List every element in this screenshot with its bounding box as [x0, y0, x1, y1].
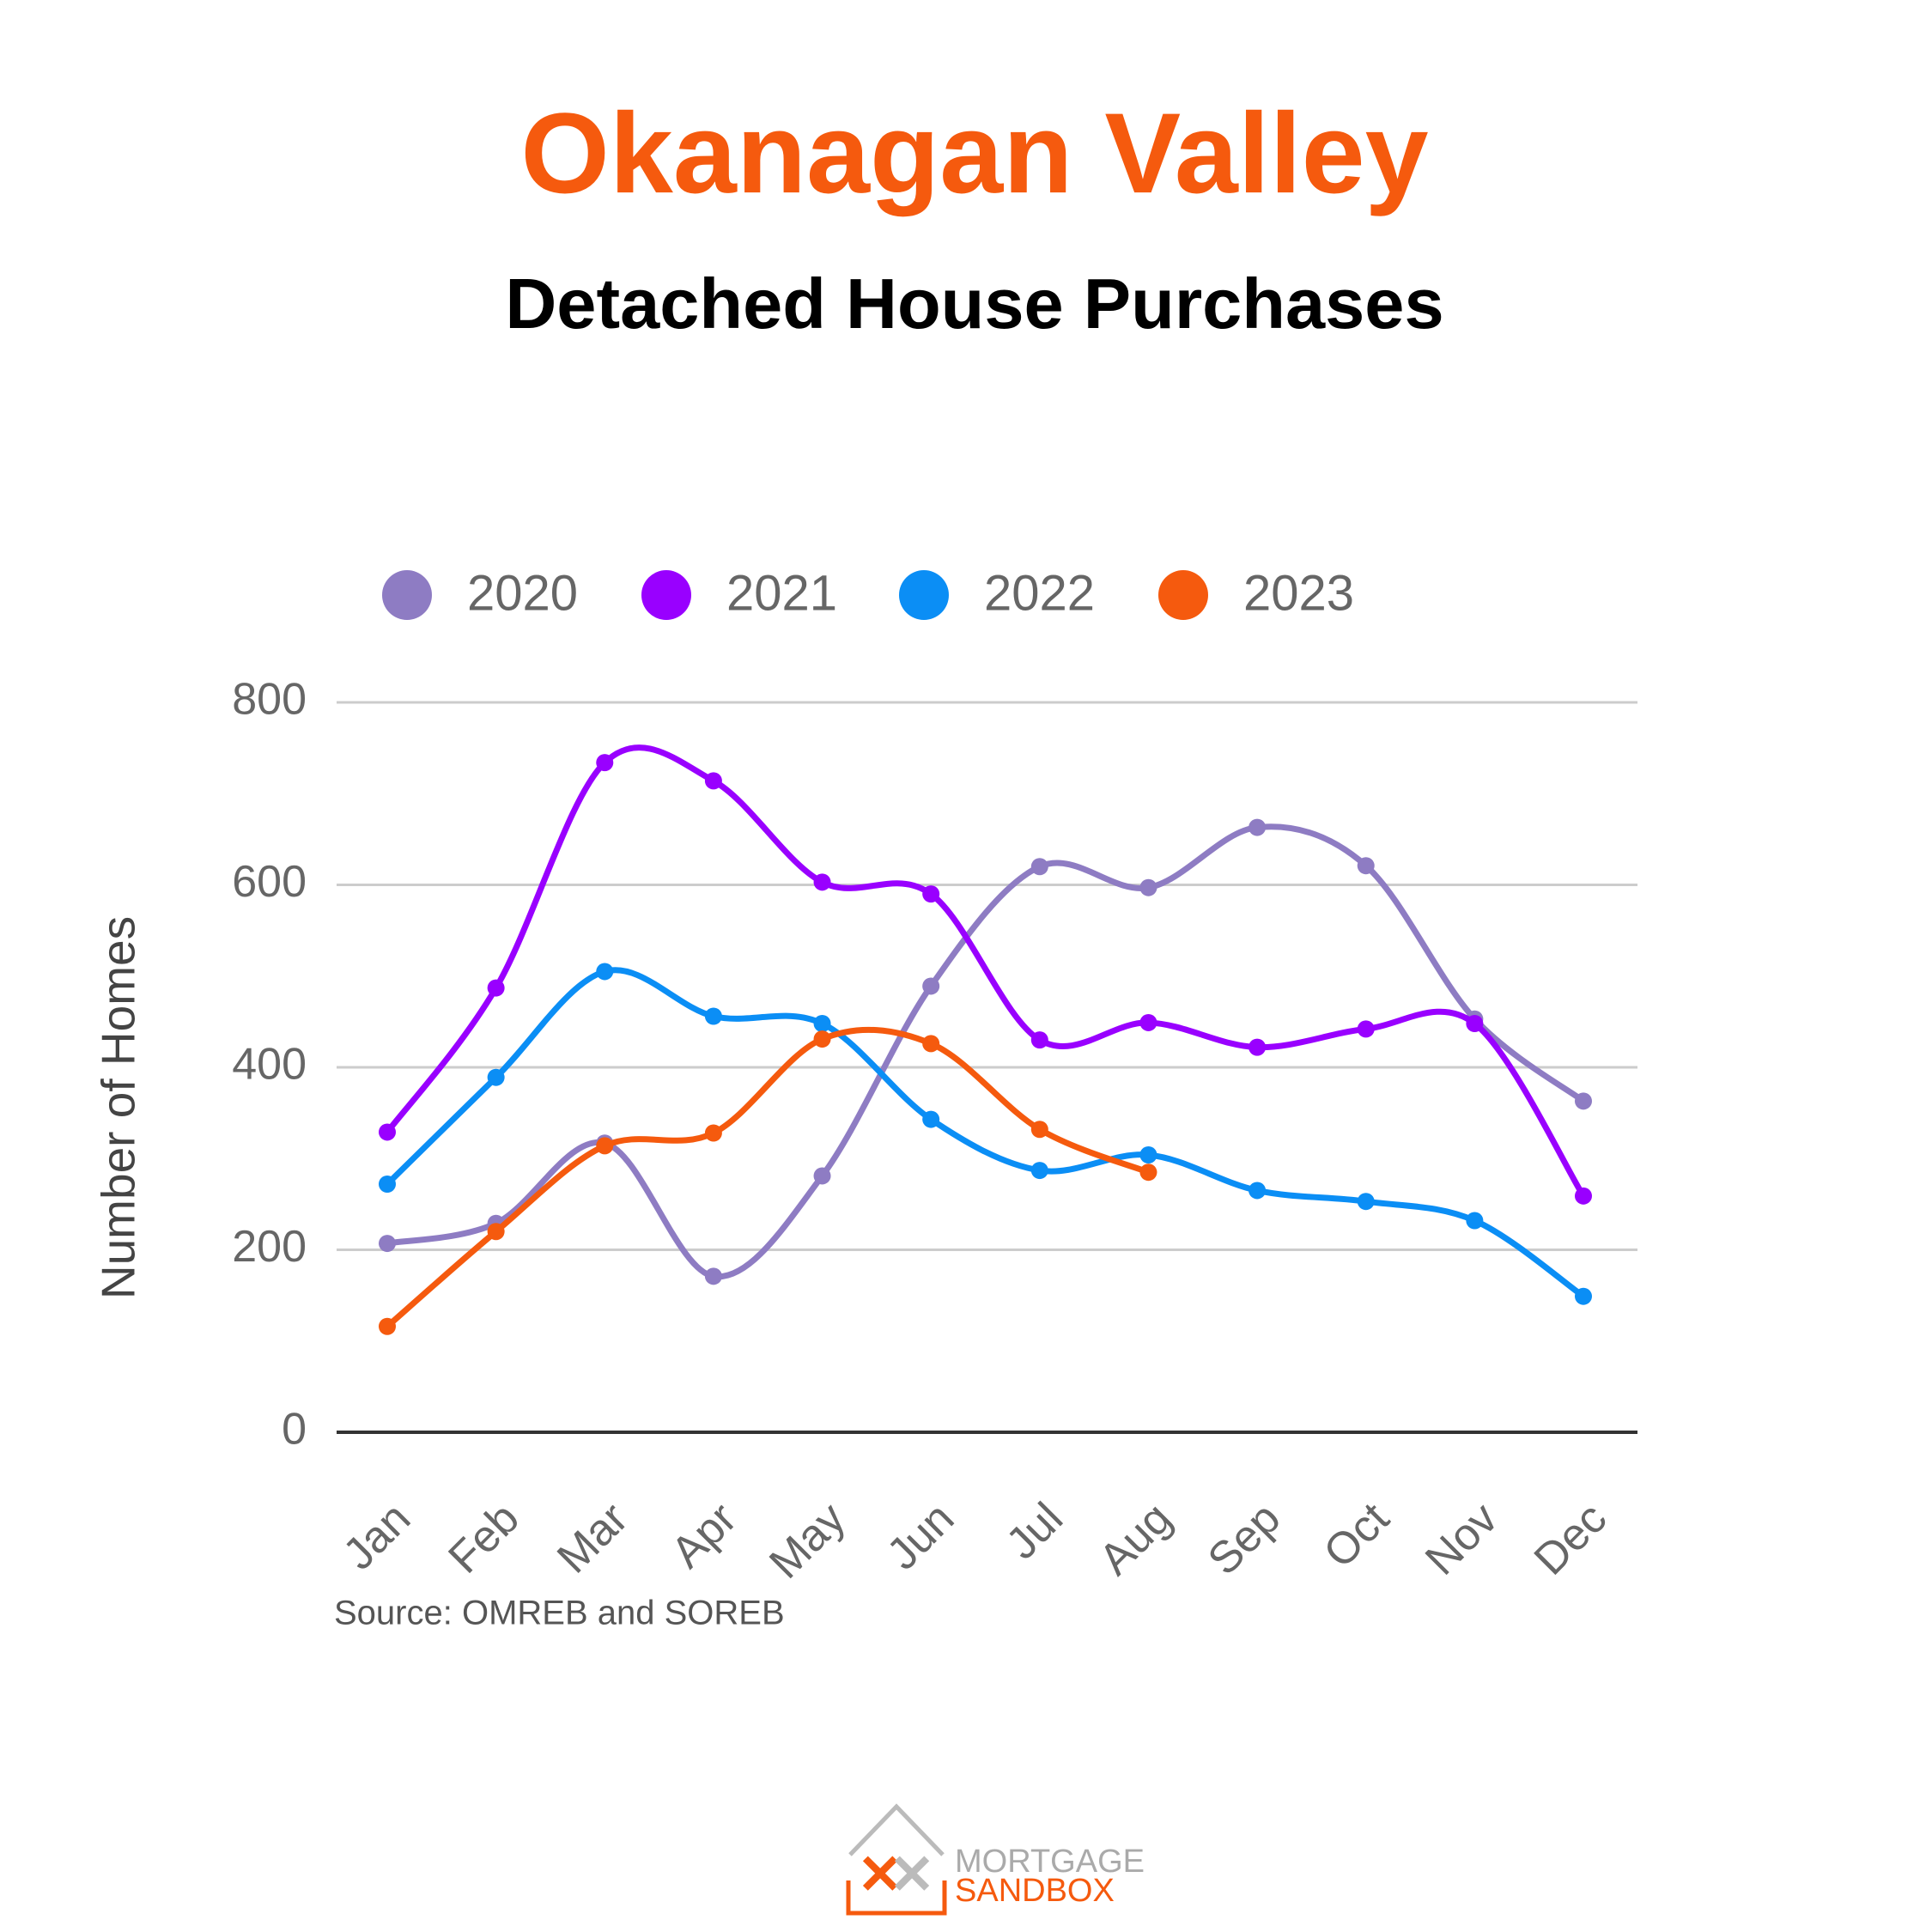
chart-subtitle: Detached House Purchases [505, 264, 1443, 343]
logo-mark: ✕ [889, 1844, 935, 1905]
data-point [1030, 1031, 1048, 1049]
legend-label: 2023 [1243, 565, 1354, 621]
data-point [596, 1137, 614, 1155]
data-point [813, 873, 831, 891]
series-line [385, 967, 1586, 1299]
data-point [813, 1015, 831, 1032]
x-tick-label: Jan [334, 1493, 420, 1579]
legend-marker [382, 570, 432, 620]
y-tick-label: 200 [232, 1222, 307, 1272]
data-point [1139, 1013, 1157, 1031]
data-point [1030, 1121, 1048, 1139]
data-point [1249, 1038, 1267, 1056]
series-line [385, 1026, 1150, 1329]
data-point [1357, 1020, 1375, 1038]
data-point [1575, 1092, 1592, 1110]
data-point [704, 1267, 722, 1285]
data-point [704, 772, 722, 790]
data-point [1357, 857, 1375, 875]
logo-base [846, 1880, 947, 1916]
source-note: Source: OMREB and SOREB [334, 1595, 785, 1632]
legend-label: 2020 [467, 565, 578, 621]
data-point [1575, 1287, 1592, 1305]
legend-label: 2021 [726, 565, 837, 621]
x-tick-label: Nov [1416, 1493, 1507, 1584]
data-point [487, 1223, 505, 1241]
data-point [704, 1124, 722, 1142]
y-axis-label: Number of Homes [92, 916, 145, 1299]
logo: ✕ ✕ MORTGAGE SANDBOX [846, 1803, 1145, 1916]
data-point [487, 979, 505, 997]
data-point [1030, 858, 1048, 876]
data-point [1030, 1162, 1048, 1180]
data-point [1466, 1212, 1484, 1230]
logo-text: MORTGAGE [955, 1844, 1145, 1880]
data-point [1249, 1182, 1267, 1200]
data-point [487, 1068, 505, 1086]
x-tick-label: Aug [1090, 1493, 1181, 1584]
data-point [379, 1123, 396, 1141]
x-tick-label: Feb [439, 1493, 528, 1583]
series-line [385, 744, 1586, 1198]
legend-marker [1158, 570, 1208, 620]
data-point [813, 1167, 831, 1185]
data-point [922, 885, 940, 903]
logo-text: SANDBOX [955, 1873, 1115, 1909]
logo-roof [848, 1803, 945, 1856]
data-point [1249, 818, 1267, 836]
data-point [1466, 1015, 1484, 1032]
data-point [922, 1110, 940, 1128]
x-tick-label: Oct [1315, 1493, 1400, 1578]
legend-marker [899, 570, 949, 620]
legend-label: 2022 [984, 565, 1095, 621]
data-point [1139, 878, 1157, 896]
x-tick-label: Jul [997, 1493, 1072, 1569]
logo-mark: ✕ [857, 1844, 903, 1905]
data-point [1357, 1193, 1375, 1211]
data-point [596, 754, 614, 772]
y-tick-label: 600 [232, 857, 307, 907]
data-point [922, 1035, 940, 1053]
data-point [704, 1007, 722, 1025]
data-point [379, 1317, 396, 1335]
data-point [596, 963, 614, 981]
x-tick-label: Apr [662, 1493, 746, 1577]
chart-title: Okanagan Valley [520, 90, 1428, 217]
data-point [379, 1235, 396, 1253]
data-point [379, 1176, 396, 1193]
legend-marker [641, 570, 691, 620]
y-tick-label: 800 [232, 675, 307, 725]
data-point [1139, 1146, 1157, 1163]
data-point [1139, 1163, 1157, 1182]
x-tick-label: May [760, 1493, 854, 1588]
x-tick-label: Sep [1199, 1493, 1290, 1584]
data-point [813, 1030, 831, 1048]
series-line [386, 823, 1586, 1280]
x-tick-label: Jun [878, 1493, 963, 1579]
data-point [922, 977, 940, 995]
x-tick-label: Dec [1525, 1493, 1616, 1584]
x-tick-label: Mar [548, 1493, 637, 1583]
y-tick-label: 400 [232, 1040, 307, 1090]
y-tick-label: 0 [282, 1405, 307, 1455]
data-point [1575, 1187, 1592, 1205]
